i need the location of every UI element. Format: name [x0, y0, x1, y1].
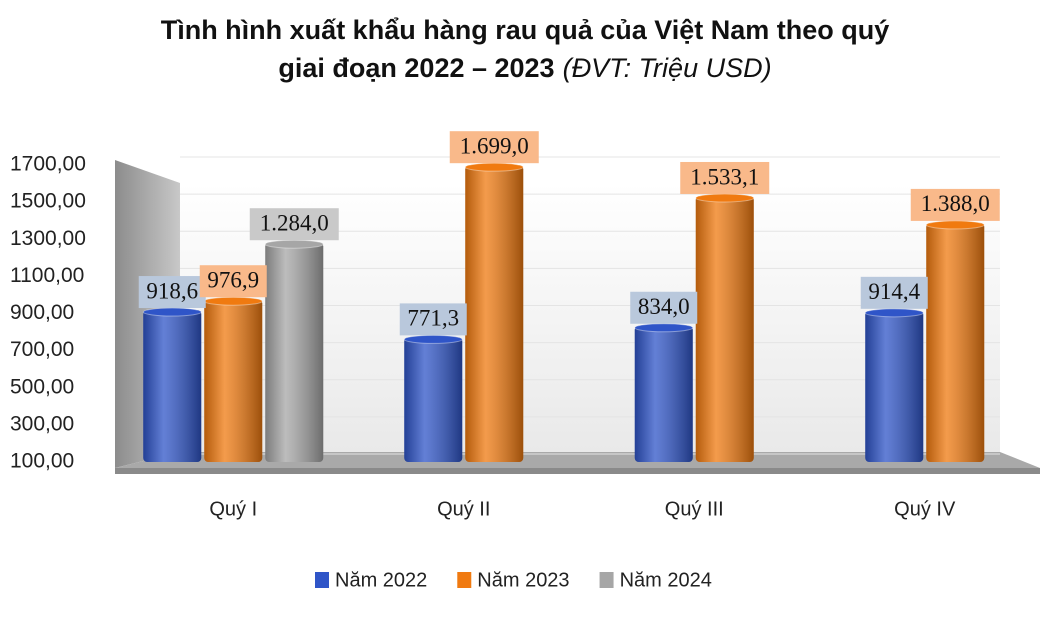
x-tick-label: Quý III — [665, 498, 724, 520]
bar-shade — [926, 222, 985, 462]
value-label: 918,6 — [146, 278, 198, 303]
y-tick-label: 100,00 — [10, 450, 74, 473]
bar-shade — [465, 165, 524, 463]
value-label: 1.699,0 — [460, 133, 529, 158]
x-tick-label: Quý I — [209, 498, 257, 520]
chart-title: Tình hình xuất khẩu hàng rau quả của Việ… — [161, 15, 890, 45]
chart-title: giai đoạn 2022 – 2023 (ĐVT: Triệu USD) — [278, 53, 771, 83]
y-tick-label: 700,00 — [10, 338, 74, 361]
legend-swatch — [457, 572, 472, 588]
legend-label: Năm 2024 — [620, 569, 712, 591]
y-tick-label: 300,00 — [10, 412, 74, 435]
y-tick-label: 1300,00 — [10, 227, 86, 250]
bar-shade — [634, 325, 693, 462]
value-label-bg — [249, 208, 339, 241]
value-label: 834,0 — [638, 294, 690, 319]
x-tick-label: Quý IV — [894, 498, 956, 520]
bar-top — [203, 296, 263, 306]
y-tick-label: 1100,00 — [10, 264, 84, 287]
value-label-bg — [399, 303, 467, 336]
legend-swatch — [599, 572, 614, 588]
value-label-bg — [199, 265, 267, 298]
value-label-bg — [910, 188, 1000, 221]
bar-top — [142, 307, 202, 317]
value-label: 1.388,0 — [921, 191, 990, 216]
bar-shade — [204, 299, 263, 462]
bar-top — [464, 162, 524, 172]
bar-shade — [865, 310, 924, 462]
y-tick-label: 1700,00 — [10, 153, 86, 176]
title-line: giai đoạn 2022 – 2023 — [278, 53, 554, 83]
bar-shade — [695, 195, 754, 462]
back-wall — [180, 183, 1000, 452]
y-tick-label: 1500,00 — [10, 190, 86, 213]
value-label-bg — [630, 291, 698, 324]
value-label: 771,3 — [407, 306, 459, 331]
value-label: 1.533,1 — [690, 164, 759, 189]
value-label-bg — [449, 131, 539, 164]
value-label-bg — [680, 161, 770, 194]
x-tick-label: Quý II — [437, 498, 490, 520]
value-label: 976,9 — [207, 268, 259, 293]
legend-label: Năm 2023 — [477, 569, 569, 591]
bar-top — [634, 323, 694, 333]
bar-shade — [404, 337, 463, 462]
floor-edge — [115, 468, 1040, 474]
value-label: 1.284,0 — [260, 211, 329, 236]
floor — [115, 452, 1040, 468]
bar-top — [403, 334, 463, 344]
value-label: 914,4 — [868, 279, 920, 304]
y-tick-label: 900,00 — [10, 301, 74, 324]
bar-shade — [265, 242, 324, 462]
legend-label: Năm 2022 — [335, 569, 427, 591]
bar-top — [925, 220, 985, 230]
value-label-bg — [860, 276, 928, 309]
bar-top — [864, 308, 924, 318]
bar-top — [695, 193, 755, 203]
unit-note: (ĐVT: Triệu USD) — [563, 53, 772, 83]
y-tick-label: 500,00 — [10, 375, 74, 398]
bar-shade — [143, 310, 202, 462]
value-label-bg — [138, 276, 206, 309]
bar-top — [264, 239, 324, 249]
legend-swatch — [315, 572, 329, 588]
